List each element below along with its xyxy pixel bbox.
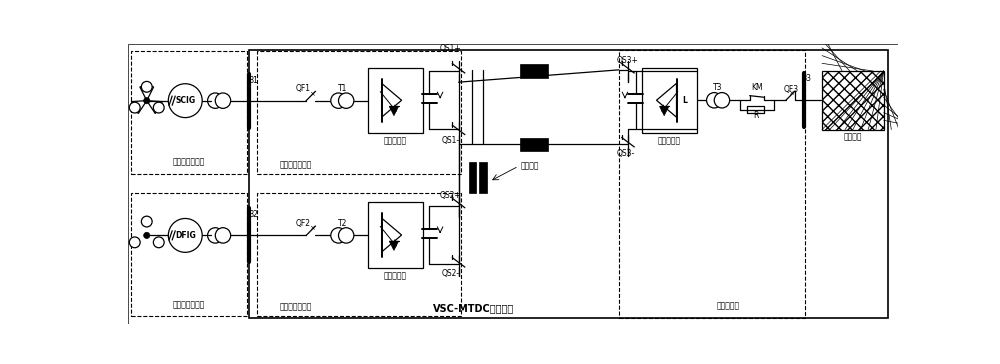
- Text: ×: ×: [788, 90, 794, 96]
- Text: 受端换流站: 受端换流站: [717, 301, 740, 310]
- Text: 交流电网: 交流电网: [844, 133, 862, 142]
- Circle shape: [129, 102, 140, 113]
- Text: 双馈变速风电场: 双馈变速风电场: [173, 300, 205, 309]
- Text: 第一送端换流站: 第一送端换流站: [280, 160, 312, 169]
- Polygon shape: [389, 241, 399, 250]
- Circle shape: [215, 228, 231, 243]
- Text: QF2: QF2: [296, 219, 311, 228]
- Text: B1: B1: [248, 76, 258, 85]
- Circle shape: [714, 92, 730, 108]
- Text: L: L: [682, 96, 687, 105]
- Text: T2: T2: [338, 219, 347, 228]
- Circle shape: [208, 93, 223, 108]
- Circle shape: [331, 93, 346, 108]
- Bar: [822, 71, 884, 130]
- Polygon shape: [131, 101, 147, 114]
- Bar: [131, 193, 247, 316]
- Text: KM: KM: [752, 83, 763, 92]
- Bar: [747, 106, 764, 113]
- Text: QF3: QF3: [784, 85, 799, 94]
- Polygon shape: [147, 101, 162, 114]
- Text: B2: B2: [248, 210, 258, 219]
- Text: 鼠笼定速风电场: 鼠笼定速风电场: [173, 158, 205, 167]
- Text: QS2+: QS2+: [440, 191, 462, 200]
- Circle shape: [141, 216, 152, 227]
- Text: QS3-: QS3-: [616, 149, 635, 158]
- Polygon shape: [140, 87, 154, 101]
- Bar: [257, 51, 461, 174]
- Circle shape: [338, 93, 354, 108]
- Bar: [642, 68, 697, 133]
- Text: QS1-: QS1-: [442, 136, 460, 145]
- Polygon shape: [389, 106, 399, 116]
- Circle shape: [141, 82, 152, 92]
- Bar: [479, 162, 487, 193]
- Text: ×: ×: [309, 225, 315, 232]
- Text: 第二换流器: 第二换流器: [384, 271, 407, 280]
- Bar: [249, 50, 888, 318]
- Text: DFIG: DFIG: [175, 231, 196, 240]
- Text: T3: T3: [713, 83, 723, 92]
- Text: R: R: [753, 111, 759, 120]
- Circle shape: [144, 98, 150, 104]
- Bar: [520, 138, 548, 151]
- Bar: [368, 68, 423, 133]
- Circle shape: [707, 92, 722, 108]
- Bar: [368, 202, 423, 268]
- Text: T1: T1: [338, 84, 347, 93]
- Bar: [520, 64, 548, 78]
- Circle shape: [215, 93, 231, 108]
- Bar: [131, 51, 247, 174]
- Bar: [469, 162, 476, 193]
- Text: 直流电缆: 直流电缆: [520, 162, 539, 171]
- Circle shape: [153, 102, 164, 113]
- Bar: [257, 193, 461, 316]
- Circle shape: [153, 237, 164, 248]
- Text: ×: ×: [309, 91, 315, 97]
- Text: 第一换流器: 第一换流器: [384, 136, 407, 145]
- Circle shape: [338, 228, 354, 243]
- Text: 第二送端换流站: 第二送端换流站: [280, 302, 312, 312]
- Text: 第三换流器: 第三换流器: [658, 136, 681, 145]
- Text: QF1: QF1: [296, 84, 311, 93]
- Circle shape: [144, 232, 150, 238]
- Bar: [619, 50, 805, 318]
- Circle shape: [331, 228, 346, 243]
- Circle shape: [208, 228, 223, 243]
- Text: B3: B3: [802, 74, 812, 83]
- Text: QS1+: QS1+: [440, 44, 462, 53]
- Text: VSC-MTDC输电系统: VSC-MTDC输电系统: [433, 304, 515, 313]
- Text: SCIG: SCIG: [175, 96, 195, 105]
- Text: QS3+: QS3+: [616, 56, 638, 65]
- Circle shape: [129, 237, 140, 248]
- Text: QS2-: QS2-: [442, 269, 460, 278]
- Polygon shape: [660, 106, 669, 116]
